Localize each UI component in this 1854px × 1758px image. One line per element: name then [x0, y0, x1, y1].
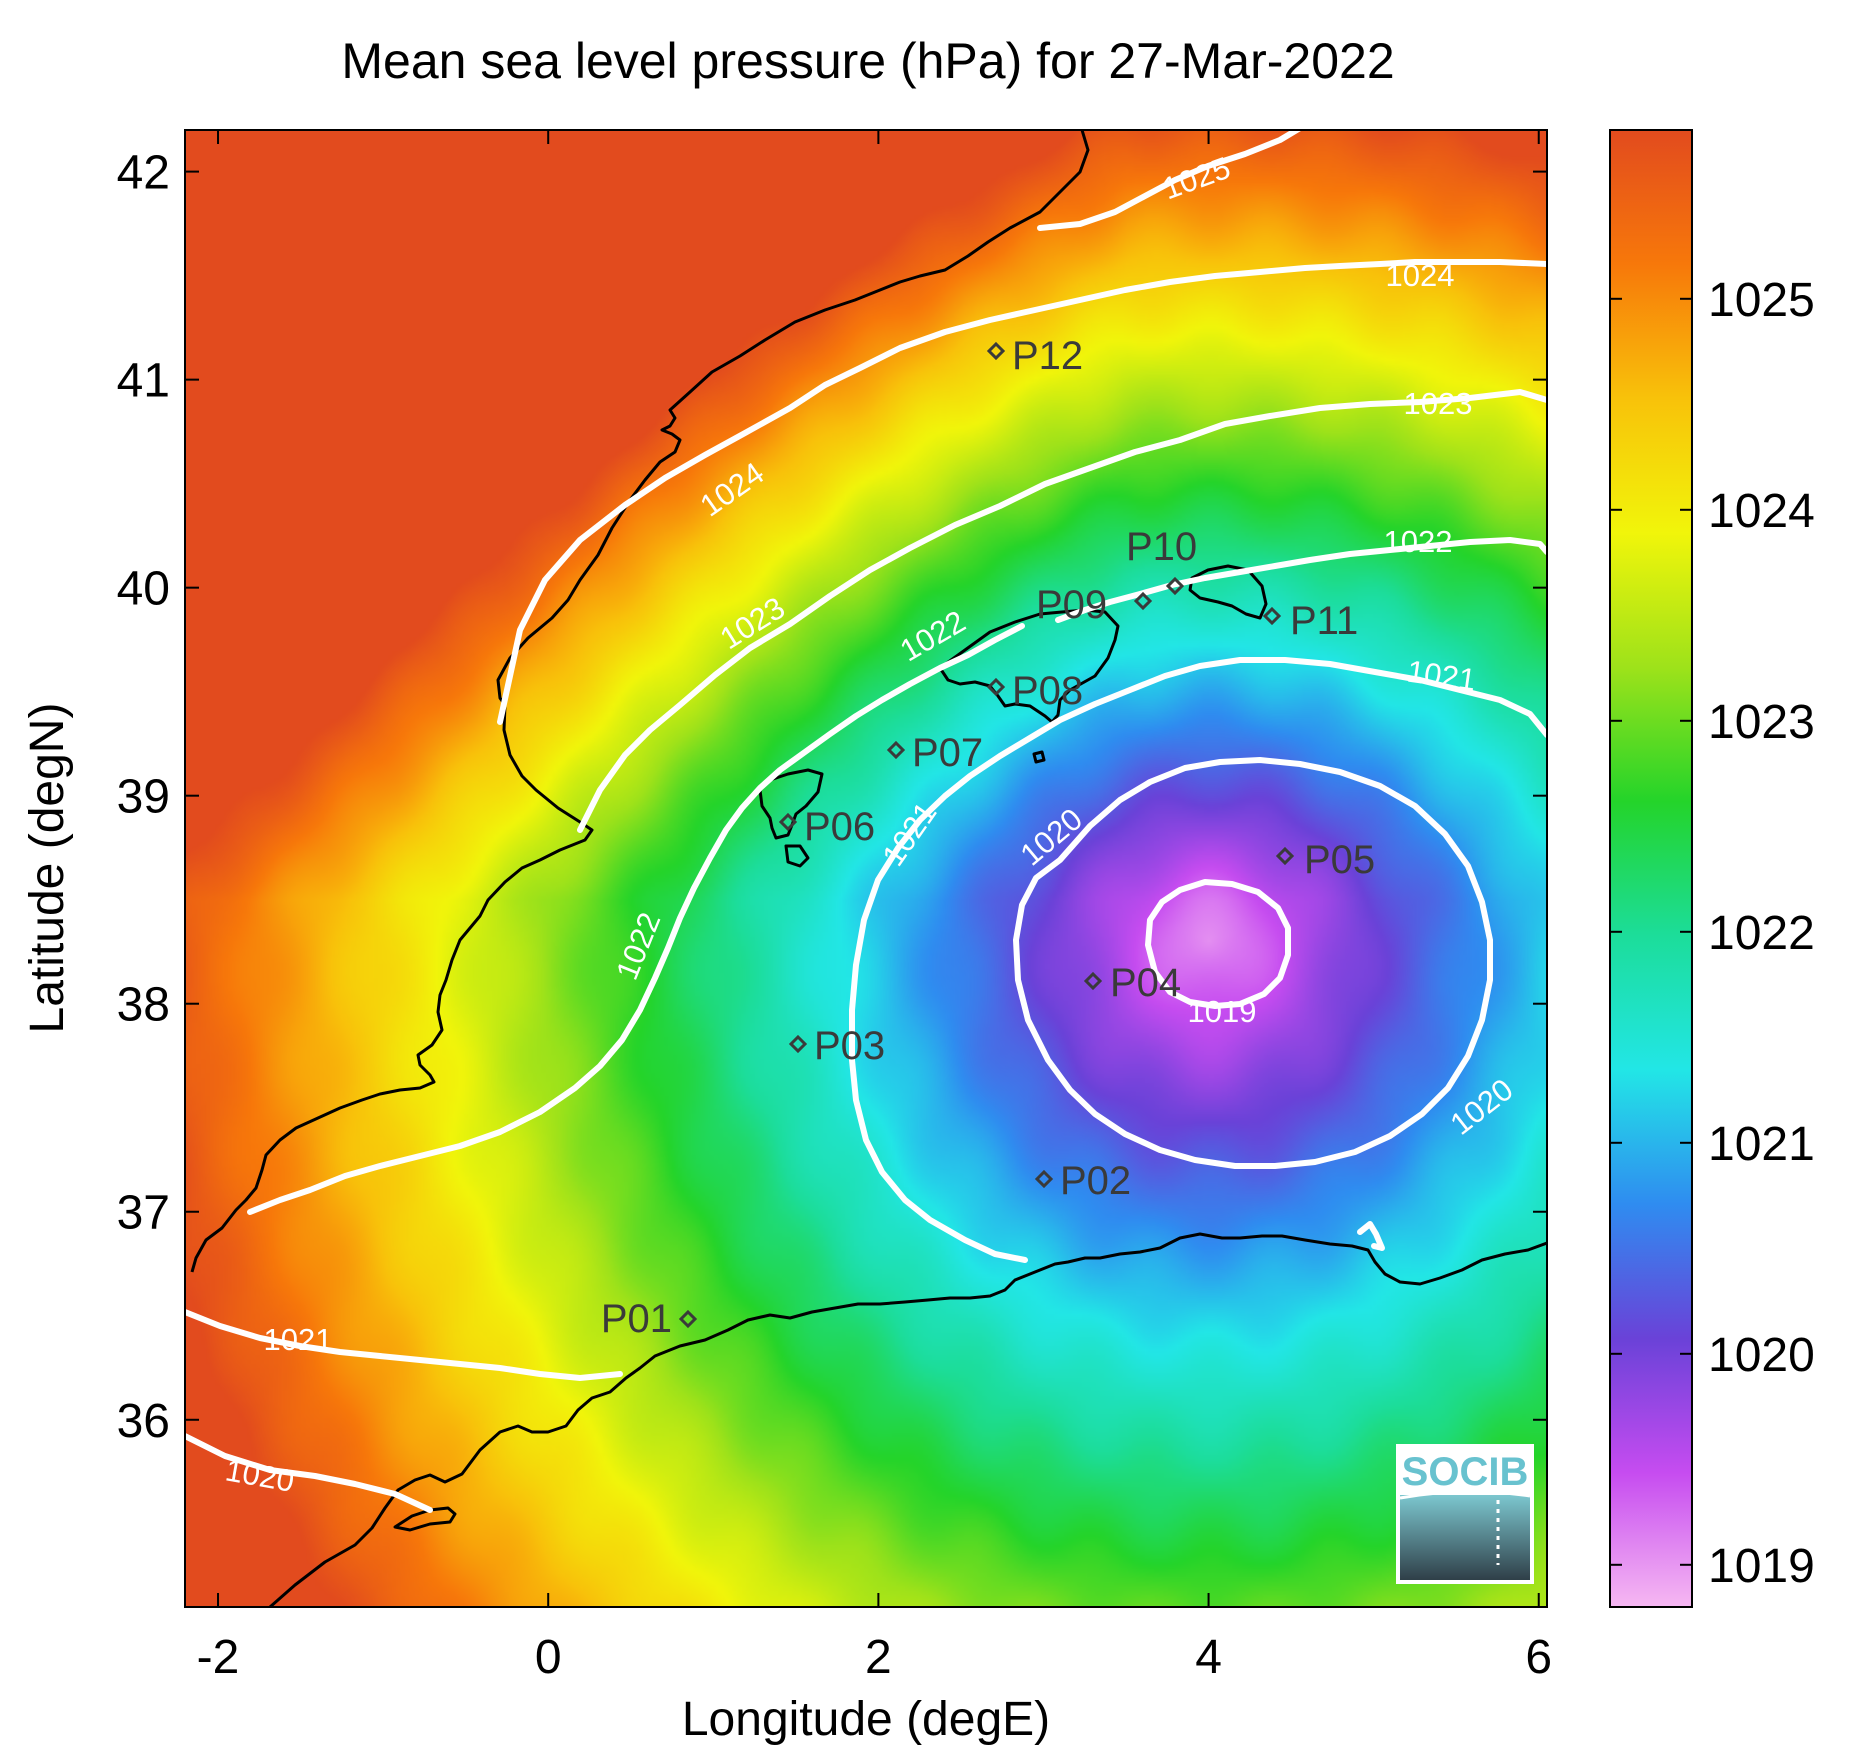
station-marker-icon: [1275, 846, 1295, 866]
x-tick-label: 2: [865, 1631, 892, 1684]
x-tick-label: 4: [1195, 1631, 1222, 1684]
contour-label: 1024: [1386, 258, 1455, 293]
station-marker-icon: [1165, 576, 1185, 596]
station-label: P04: [1110, 961, 1181, 1005]
y-axis: 36 37 38 39 40 41 42: [117, 147, 1547, 1448]
isobar-1024-north: [497, 259, 1547, 725]
contour-label: 1023: [1404, 386, 1473, 421]
alboran-islet: [1032, 750, 1046, 764]
station-label: P08: [1012, 669, 1083, 713]
station-label: P02: [1060, 1159, 1131, 1203]
station-p06: P06: [778, 805, 875, 849]
station-markers: P01 P02 P03 P04 P05 P06 P07 P08 P09 P10 …: [601, 334, 1375, 1341]
station-label: P03: [814, 1024, 885, 1068]
y-tick-label: 38: [117, 979, 170, 1032]
socib-logo: SOCIB: [1396, 1444, 1534, 1584]
colorbar-tick-label: 1023: [1708, 696, 1815, 749]
station-marker-icon: [986, 677, 1006, 697]
colorbar-tick-label: 1022: [1708, 907, 1815, 960]
y-tick-label: 40: [117, 563, 170, 616]
contour-label: 1019: [1188, 994, 1257, 1029]
station-label: P11: [1290, 599, 1358, 643]
ibiza-island: [758, 768, 824, 840]
y-tick-label: 42: [117, 147, 170, 200]
y-tick-label: 36: [117, 1395, 170, 1448]
x-axis-label: Longitude (degE): [682, 1693, 1050, 1746]
station-marker-icon: [1034, 1169, 1054, 1189]
station-p01: P01: [601, 1297, 698, 1341]
x-tick-label: 6: [1525, 1631, 1552, 1684]
logo-text: SOCIB: [1402, 1450, 1529, 1494]
station-label: P12: [1012, 334, 1083, 378]
y-axis-label: Latitude (degN): [21, 703, 74, 1034]
station-label: P05: [1304, 838, 1375, 882]
y-tick-label: 37: [117, 1187, 170, 1240]
station-p10: P10: [1126, 525, 1197, 596]
station-marker-icon: [678, 1309, 698, 1329]
formentera-island: [784, 844, 810, 868]
iberian-coastline: [190, 130, 1090, 1273]
isobar-1021-south: [185, 1309, 623, 1381]
station-marker-icon: [986, 341, 1006, 361]
colorbar-gradient: [1610, 130, 1692, 1607]
station-label: P09: [1036, 583, 1107, 627]
coastlines: [190, 130, 1547, 1607]
station-label: P10: [1126, 525, 1197, 569]
station-marker-icon: [1262, 606, 1282, 626]
logo-image: [1400, 1495, 1530, 1580]
colorbar-tick-label: 1021: [1708, 1118, 1815, 1171]
station-label: P06: [804, 805, 875, 849]
station-p04: P04: [1083, 961, 1181, 1005]
station-marker-icon: [778, 812, 798, 832]
x-tick-label: -2: [197, 1631, 240, 1684]
cabrera-islet: [393, 1506, 457, 1532]
isobar-1020-ring: [1013, 757, 1493, 1169]
station-p11: P11: [1262, 599, 1358, 643]
colorbar-tick-label: 1019: [1708, 1540, 1815, 1593]
colorbar-tick-label: 1024: [1708, 485, 1815, 538]
isobar-1025: [1037, 130, 1303, 231]
menorca-island: [1188, 564, 1268, 620]
map-plot-area: 1025 1024 1024 1023 1023 1022 1022 1022 …: [185, 130, 1547, 1607]
colorbar-tick-label: 1020: [1708, 1329, 1815, 1382]
x-tick-label: 0: [535, 1631, 562, 1684]
logo-wave-icon: [1399, 1489, 1531, 1500]
station-label: P01: [601, 1297, 672, 1341]
station-label: P07: [912, 731, 983, 775]
x-axis: -2 0 2 4 6: [197, 130, 1552, 1684]
isobar-1021-ring: [849, 657, 1547, 1263]
isobar-1022-east: [1055, 537, 1547, 623]
plot-frame: [184, 129, 1548, 1608]
colorbar-ticks: 1019 1020 1021 1022 1023 1024 1025: [1610, 274, 1815, 1593]
station-p09: P09: [1036, 583, 1153, 627]
station-marker-icon: [886, 740, 906, 760]
chart-title: Mean sea level pressure (hPa) for 27-Mar…: [341, 33, 1394, 89]
colorbar: 1019 1020 1021 1022 1023 1024 1025: [1609, 129, 1815, 1608]
y-tick-label: 41: [117, 355, 170, 408]
station-marker-icon: [1083, 971, 1103, 991]
isobars: [185, 130, 1547, 1513]
station-marker-icon: [1133, 591, 1153, 611]
isobar-1020-southwest: [185, 1433, 433, 1513]
isobar-1023: [577, 389, 1547, 833]
station-p07: P07: [886, 731, 983, 775]
station-p12: P12: [986, 334, 1083, 378]
north-africa-coastline: [269, 1232, 1547, 1607]
contour-label: 1021: [264, 1322, 333, 1357]
isobar-1022-west: [247, 623, 1025, 1215]
station-marker-icon: [788, 1034, 808, 1054]
y-tick-label: 39: [117, 771, 170, 824]
colorbar-tick-label: 1025: [1708, 274, 1815, 327]
isobar-1021-islet: [1357, 1221, 1385, 1251]
colorbar-frame: [1609, 129, 1693, 1608]
contour-label: 1022: [1384, 524, 1453, 559]
isobar-1019: [1145, 879, 1291, 1009]
station-p05: P05: [1275, 838, 1375, 882]
station-p08: P08: [986, 669, 1083, 713]
station-p03: P03: [788, 1024, 885, 1068]
station-p02: P02: [1034, 1159, 1131, 1203]
